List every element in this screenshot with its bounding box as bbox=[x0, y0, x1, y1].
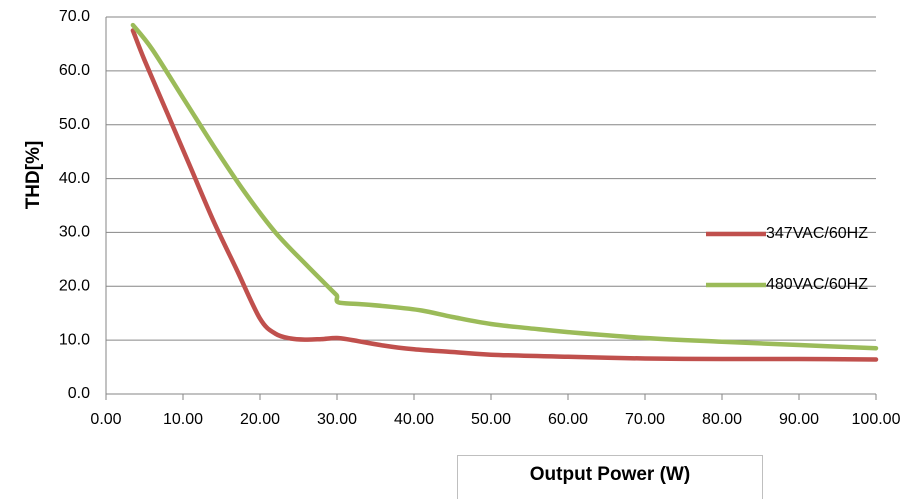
series-line-2 bbox=[130, 22, 879, 351]
x-tick-label: 10.00 bbox=[163, 411, 203, 428]
x-tick-label: 80.00 bbox=[702, 411, 742, 428]
y-tick-label: 20.0 bbox=[59, 278, 90, 295]
x-axis-label-box: Output Power (W) bbox=[457, 455, 763, 499]
x-tick-label: 70.00 bbox=[625, 411, 665, 428]
x-tick-label: 30.00 bbox=[317, 411, 357, 428]
horizontal-gridlines bbox=[106, 16, 876, 341]
legend: 347VAC/60HZ 480VAC/60HZ bbox=[706, 225, 868, 293]
x-tick-label: 20.00 bbox=[240, 411, 280, 428]
x-tick-label: 60.00 bbox=[548, 411, 588, 428]
x-tick-label: 50.00 bbox=[471, 411, 511, 428]
x-tick-label: 100.00 bbox=[852, 411, 901, 428]
y-tick-label: 50.0 bbox=[59, 116, 90, 133]
x-tick-label: 40.00 bbox=[394, 411, 434, 428]
y-tick-label: 70.0 bbox=[59, 8, 90, 25]
y-tick-label: 10.0 bbox=[59, 331, 90, 348]
y-tick-label: 60.0 bbox=[59, 62, 90, 79]
y-axis-label: THD[%] bbox=[23, 141, 44, 210]
x-tick-label: 0.00 bbox=[90, 411, 121, 428]
y-tick-labels: 0.0 10.0 20.0 30.0 40.0 50.0 60.0 70.0 bbox=[59, 8, 90, 402]
axes bbox=[105, 17, 877, 400]
y-tick-label: 40.0 bbox=[59, 170, 90, 187]
x-tick-labels: 0.00 10.00 20.00 30.00 40.00 50.00 60.00 70.00 8… bbox=[90, 411, 900, 428]
y-tick-label: 0.0 bbox=[68, 385, 90, 402]
legend-label-2: 480VAC/60HZ bbox=[766, 276, 868, 293]
series-lines bbox=[130, 22, 879, 362]
series-line-1 bbox=[130, 28, 879, 362]
x-tick-label: 90.00 bbox=[779, 411, 819, 428]
y-tick-label: 30.0 bbox=[59, 224, 90, 241]
legend-label-1: 347VAC/60HZ bbox=[766, 225, 868, 242]
x-axis-label: Output Power (W) bbox=[529, 464, 691, 485]
